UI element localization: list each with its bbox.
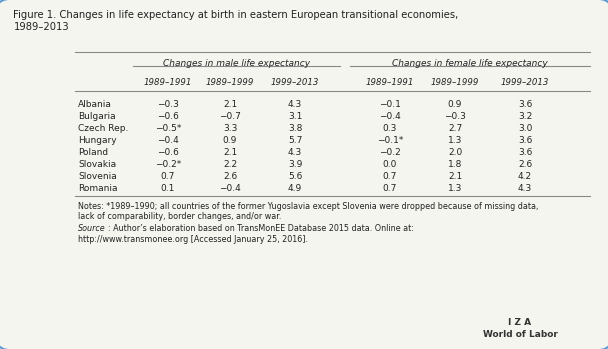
Text: http://www.transmonee.org [Accessed January 25, 2016].: http://www.transmonee.org [Accessed Janu… [78, 235, 308, 244]
Text: 2.7: 2.7 [448, 124, 462, 133]
Text: −0.2*: −0.2* [155, 160, 181, 169]
Text: Hungary: Hungary [78, 136, 117, 145]
Text: Notes: *1989–1990; all countries of the former Yugoslavia except Slovenia were d: Notes: *1989–1990; all countries of the … [78, 202, 538, 221]
Text: Albania: Albania [78, 100, 112, 109]
Text: 0.7: 0.7 [383, 184, 397, 193]
Text: 3.3: 3.3 [223, 124, 237, 133]
Text: 2.1: 2.1 [223, 100, 237, 109]
Text: −0.5*: −0.5* [155, 124, 181, 133]
Text: −0.6: −0.6 [157, 148, 179, 157]
Text: 3.9: 3.9 [288, 160, 302, 169]
Text: −0.4: −0.4 [157, 136, 179, 145]
Text: −0.4: −0.4 [219, 184, 241, 193]
Text: 2.1: 2.1 [223, 148, 237, 157]
Text: 5.6: 5.6 [288, 172, 302, 181]
Text: 0.7: 0.7 [383, 172, 397, 181]
Text: 4.3: 4.3 [288, 100, 302, 109]
Text: I Z A
World of Labor: I Z A World of Labor [483, 318, 558, 339]
Text: : Author’s elaboration based on TransMonEE Database 2015 data. Online at:: : Author’s elaboration based on TransMon… [108, 224, 414, 233]
Text: −0.1: −0.1 [379, 100, 401, 109]
Text: 1.3: 1.3 [448, 136, 462, 145]
Text: 0.7: 0.7 [161, 172, 175, 181]
Text: −0.6: −0.6 [157, 112, 179, 121]
Text: Slovenia: Slovenia [78, 172, 117, 181]
Text: 5.7: 5.7 [288, 136, 302, 145]
Text: 3.1: 3.1 [288, 112, 302, 121]
Text: Poland: Poland [78, 148, 108, 157]
Text: −0.3: −0.3 [157, 100, 179, 109]
Text: −0.2: −0.2 [379, 148, 401, 157]
Text: 2.0: 2.0 [448, 148, 462, 157]
Text: −0.1*: −0.1* [377, 136, 403, 145]
Text: 2.6: 2.6 [223, 172, 237, 181]
Text: Source: Source [78, 224, 106, 233]
Text: 0.1: 0.1 [161, 184, 175, 193]
Text: 1989–1991: 1989–1991 [144, 78, 192, 87]
Text: 0.0: 0.0 [383, 160, 397, 169]
Text: 4.2: 4.2 [518, 172, 532, 181]
Text: −0.4: −0.4 [379, 112, 401, 121]
Text: Changes in female life expectancy: Changes in female life expectancy [392, 59, 548, 68]
Text: Czech Rep.: Czech Rep. [78, 124, 128, 133]
Text: 1999–2013: 1999–2013 [501, 78, 549, 87]
Text: 3.8: 3.8 [288, 124, 302, 133]
Text: 3.6: 3.6 [518, 148, 532, 157]
Text: 4.3: 4.3 [518, 184, 532, 193]
Text: 3.0: 3.0 [518, 124, 532, 133]
Text: 0.9: 0.9 [448, 100, 462, 109]
Text: −0.3: −0.3 [444, 112, 466, 121]
Text: 2.2: 2.2 [223, 160, 237, 169]
Text: Changes in male life expectancy: Changes in male life expectancy [163, 59, 310, 68]
Text: 3.6: 3.6 [518, 100, 532, 109]
Text: 0.3: 0.3 [383, 124, 397, 133]
Text: 1999–2013: 1999–2013 [271, 78, 319, 87]
Text: 1989–1999: 1989–1999 [431, 78, 479, 87]
Text: 4.3: 4.3 [288, 148, 302, 157]
Text: 2.6: 2.6 [518, 160, 532, 169]
Text: 2.1: 2.1 [448, 172, 462, 181]
Text: 3.2: 3.2 [518, 112, 532, 121]
Text: 1.8: 1.8 [448, 160, 462, 169]
Text: −0.7: −0.7 [219, 112, 241, 121]
Text: 1989–1999: 1989–1999 [206, 78, 254, 87]
Text: Figure 1. Changes in life expectancy at birth in eastern European transitional e: Figure 1. Changes in life expectancy at … [13, 10, 458, 32]
Text: Bulgaria: Bulgaria [78, 112, 116, 121]
Text: 4.9: 4.9 [288, 184, 302, 193]
Text: Slovakia: Slovakia [78, 160, 116, 169]
Text: 1989–1991: 1989–1991 [366, 78, 414, 87]
Text: Romania: Romania [78, 184, 117, 193]
Text: 0.9: 0.9 [223, 136, 237, 145]
Text: 3.6: 3.6 [518, 136, 532, 145]
Text: 1.3: 1.3 [448, 184, 462, 193]
